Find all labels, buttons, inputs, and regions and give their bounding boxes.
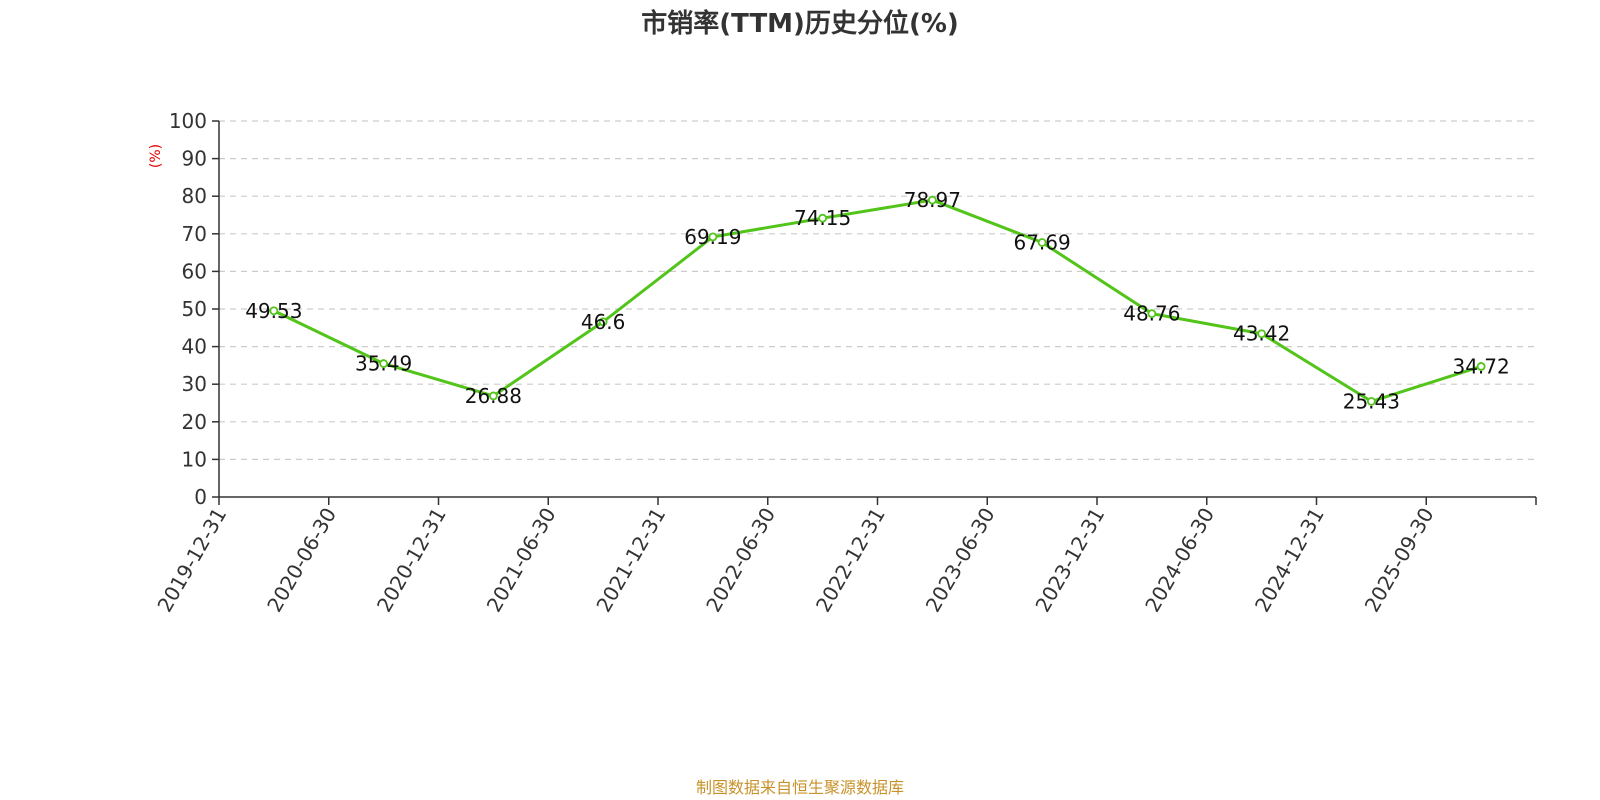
- data-label: 67.69: [1013, 230, 1070, 254]
- data-point: [1366, 396, 1376, 406]
- y-tick-label: 90: [182, 147, 207, 171]
- series-line: [273, 198, 1482, 403]
- y-tick-label: 100: [169, 109, 207, 133]
- data-label: 34.72: [1452, 354, 1509, 378]
- data-point: [488, 391, 498, 401]
- y-tick-label: 40: [182, 335, 207, 359]
- series-group: [269, 195, 1486, 406]
- data-point: [818, 213, 828, 223]
- y-tick-label: 50: [182, 297, 207, 321]
- x-tick-label: 2020-06-30: [262, 504, 341, 617]
- data-point: [379, 359, 389, 368]
- data-label: 49.53: [245, 299, 302, 323]
- y-axis-label: (%): [148, 144, 164, 168]
- data-labels: 49.53 35.49 26.88 46.6 69.19 74.15 78.97 67.69 4…: [245, 188, 1510, 413]
- x-tick-label: 2022-12-31: [811, 504, 890, 617]
- data-point: [1476, 362, 1486, 371]
- y-tick-label: 0: [194, 485, 207, 509]
- x-tick-label: 2025-09-30: [1360, 504, 1439, 617]
- y-tick-label: 80: [182, 184, 207, 208]
- data-point: [1257, 329, 1267, 339]
- data-label: 25.43: [1343, 389, 1400, 413]
- y-tick-label: 30: [182, 372, 207, 396]
- y-tick-label: 20: [182, 410, 207, 434]
- data-label: 43.42: [1233, 322, 1290, 346]
- y-tick-label: 10: [182, 447, 207, 471]
- x-tick-label: 2024-06-30: [1140, 504, 1219, 617]
- data-label: 46.6: [581, 310, 626, 334]
- source-note: 制图数据来自恒生聚源数据库: [696, 778, 904, 797]
- x-tick-label: 2023-06-30: [921, 504, 1000, 617]
- x-tick-label: 2022-06-30: [701, 504, 780, 617]
- data-label: 48.76: [1123, 302, 1180, 326]
- data-label: 26.88: [465, 384, 522, 408]
- data-label: 35.49: [355, 352, 412, 376]
- x-tick-label: 2024-12-31: [1250, 504, 1329, 617]
- x-tick-label: 2021-06-30: [482, 504, 561, 617]
- grid-lines: [219, 120, 1536, 460]
- data-point: [598, 317, 608, 327]
- y-tick-label: 60: [182, 259, 207, 283]
- data-point: [269, 306, 279, 316]
- x-tick-label: 2020-12-31: [372, 504, 451, 617]
- x-axis-ticks: 2019-12-31 2020-06-30 2020-12-31 2021-06-30…: [152, 497, 1537, 617]
- x-tick-label: 2023-12-31: [1030, 504, 1109, 617]
- y-axis-ticks: 0 10 20 30 40 50 60 70 80 90 100: [169, 109, 219, 509]
- data-label: 74.15: [794, 206, 851, 230]
- data-point: [1037, 238, 1047, 247]
- data-label: 78.97: [904, 188, 961, 212]
- chart-title: 市销率(TTM)历史分位(%): [641, 8, 959, 39]
- data-point: [1147, 309, 1157, 319]
- data-label: 69.19: [684, 225, 741, 249]
- x-tick-label: 2019-12-31: [152, 504, 231, 617]
- data-point: [927, 195, 937, 205]
- data-point: [708, 232, 718, 242]
- axes: [218, 121, 1536, 498]
- y-tick-label: 70: [182, 222, 207, 246]
- x-tick-label: 2021-12-31: [591, 504, 670, 617]
